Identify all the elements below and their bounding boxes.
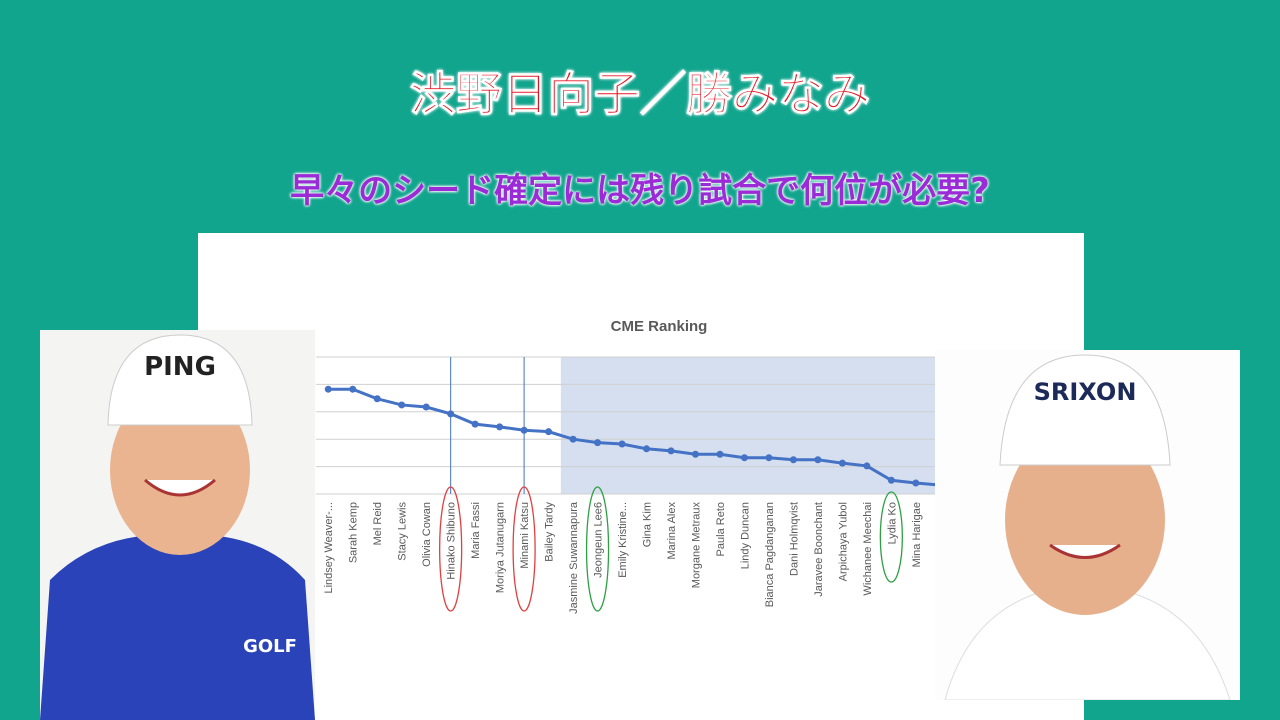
data-point [324,385,332,393]
x-tick-label: Lindy Duncan [739,502,751,569]
data-point [373,395,381,403]
srixon-logo: SRIXON [1034,378,1137,406]
subheadline: 早々のシード確定には残り試合で何位が必要? [290,171,990,211]
x-tick-label: Moriya Jutanugarn [495,502,507,593]
golf-logo: GOLF [243,636,297,657]
x-tick-label: Emily Kristine... [617,502,629,578]
x-tick-label: Lydia Ko [886,502,898,544]
x-tick-label: Arpichaya Yubol [837,502,849,581]
data-point [349,385,357,393]
player-photo-left: PING GOLF [40,330,315,720]
data-point [447,410,455,418]
x-tick-label: Bailey Tardy [544,502,556,562]
data-point [740,454,748,462]
headline: 渋野日向子／勝みなみ [410,67,871,122]
x-tick-label: Dani Holmqvist [788,502,800,576]
x-tick-label: Mina Harigae [911,502,923,567]
data-point [520,426,528,434]
x-tick-label: Gina Kim [642,502,654,547]
highlight-ellipse [879,491,903,583]
data-point [887,476,895,484]
x-tick-label: Paula Reto [715,502,727,556]
x-tick-label: Maria Fassi [470,502,482,559]
data-point [422,403,430,411]
data-point [569,435,577,443]
data-point [594,439,602,447]
x-tick-label: Jeongeun Lee6 [593,502,605,578]
ping-logo: PING [144,352,216,382]
data-point [691,450,699,458]
data-point [765,454,773,462]
data-point [814,456,822,464]
player-photo-right: SRIXON [935,350,1240,700]
highlight-ellipse [512,486,536,612]
data-point [667,447,675,455]
x-tick-label: Wichanee Meechai [862,502,874,596]
x-tick-label: Mel Reid [372,502,384,545]
x-tick-label: Jaravee Boonchant [813,502,825,597]
x-tick-label: Olivia Cowan [421,502,433,567]
x-tick-label: Minami Katsu [519,502,531,569]
data-point [643,445,651,453]
highlight-ellipse [585,486,610,612]
chart-title: CME Ranking [611,318,708,335]
data-point [398,401,406,409]
data-point [838,459,846,467]
data-point [716,450,724,458]
x-tick-label: Bianca Pagdanganan [764,502,776,607]
x-tick-label: Morgane Metraux [690,502,702,589]
data-point [471,420,479,428]
x-tick-label: Sarah Kemp [348,502,360,563]
x-tick-label: Stacy Lewis [397,502,409,561]
data-point [545,428,553,436]
x-tick-label: Marina Alex [666,502,678,560]
data-point [789,456,797,464]
data-point [912,479,920,487]
data-point [863,462,871,470]
x-tick-label: Hinako Shibuno [446,502,458,580]
x-tick-label: Jasmine Suwannapura [568,501,580,614]
x-tick-label: Lindsey Weaver-... [323,502,335,594]
data-point [496,423,504,431]
data-point [618,440,626,448]
highlight-ellipse [439,486,463,612]
